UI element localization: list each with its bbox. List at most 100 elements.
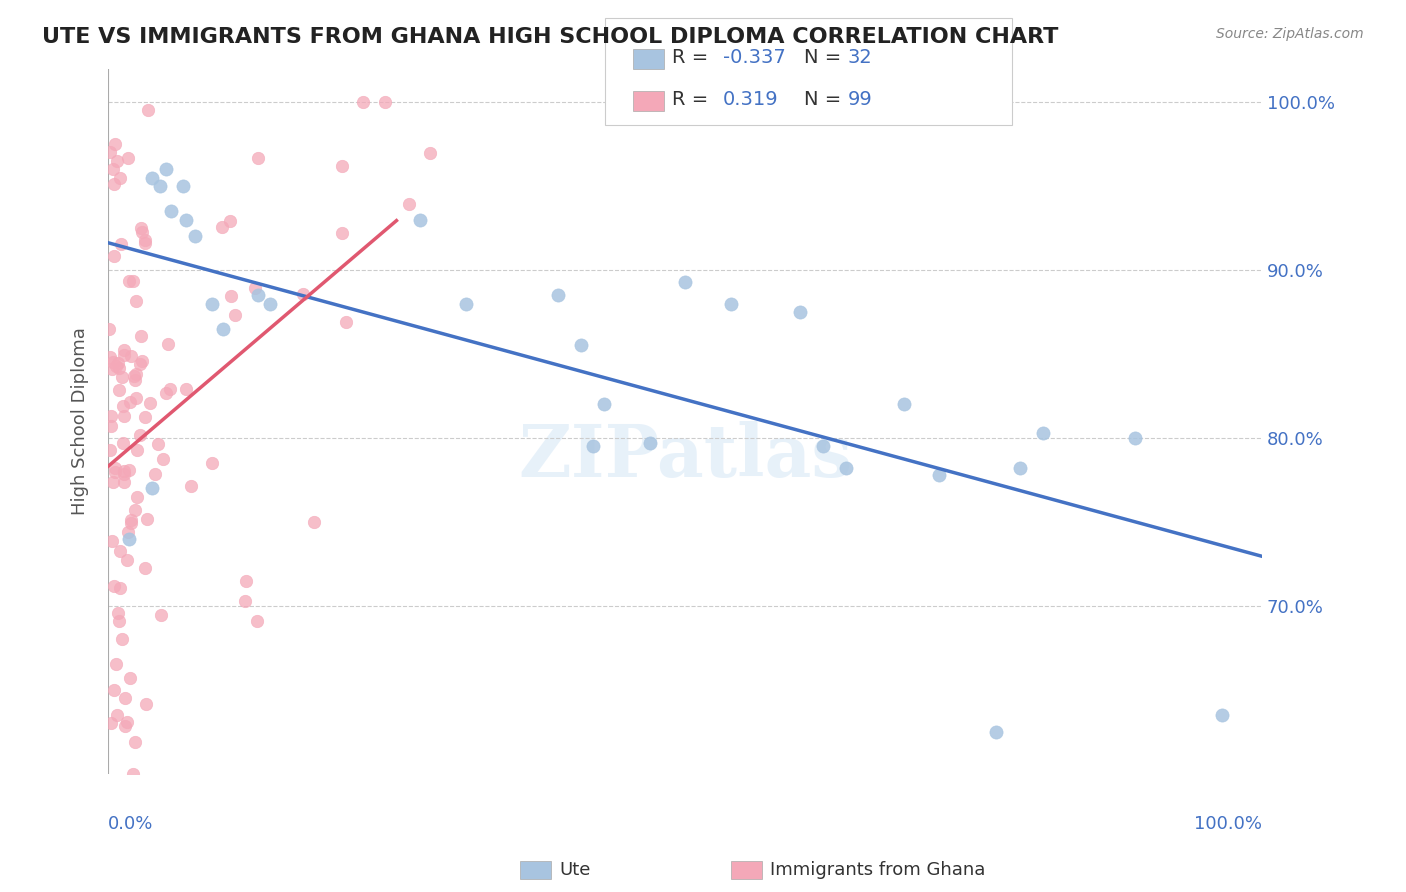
Point <box>112 467 135 481</box>
Point <box>115 553 138 567</box>
Point <box>335 316 357 330</box>
Point <box>112 400 135 414</box>
Point <box>143 467 166 482</box>
Point <box>673 275 696 289</box>
Point <box>105 153 128 168</box>
Point <box>120 513 142 527</box>
Point <box>108 544 131 558</box>
Point <box>134 560 156 574</box>
Point <box>101 475 124 490</box>
Point <box>172 179 194 194</box>
Point <box>157 337 180 351</box>
Point <box>212 321 235 335</box>
Point <box>111 632 134 647</box>
Point <box>117 525 139 540</box>
Point <box>107 606 129 620</box>
Point <box>813 439 835 453</box>
Point <box>124 373 146 387</box>
Point <box>100 350 122 364</box>
Point <box>219 213 242 227</box>
Point <box>122 369 145 384</box>
Point <box>108 170 131 185</box>
Point <box>103 177 125 191</box>
Point <box>105 657 128 672</box>
Point <box>104 465 127 479</box>
Point <box>98 145 121 160</box>
Point <box>100 409 122 423</box>
Text: Ute: Ute <box>560 861 591 879</box>
Point <box>103 579 125 593</box>
Point <box>125 367 148 381</box>
Point <box>100 419 122 434</box>
Point <box>107 800 129 814</box>
Point <box>141 481 163 495</box>
Point <box>211 219 233 234</box>
Point <box>115 715 138 730</box>
Point <box>112 409 135 424</box>
Point <box>105 800 128 814</box>
Point <box>129 358 152 372</box>
Point <box>112 475 135 489</box>
Point <box>118 274 141 288</box>
Point <box>224 308 246 322</box>
Point <box>835 461 858 475</box>
Point <box>893 397 915 411</box>
Point <box>330 226 353 240</box>
Point <box>129 221 152 235</box>
Point <box>131 225 153 239</box>
Text: 100.0%: 100.0% <box>1194 815 1263 833</box>
Text: N =: N = <box>804 48 848 68</box>
Point <box>219 288 242 302</box>
Point <box>118 532 141 546</box>
Point <box>150 607 173 622</box>
Point <box>104 460 127 475</box>
Point <box>112 343 135 357</box>
Point <box>118 394 141 409</box>
Point <box>107 614 129 628</box>
Point <box>640 435 662 450</box>
Point <box>112 348 135 362</box>
Point <box>129 428 152 442</box>
Point <box>125 443 148 458</box>
Point <box>117 463 139 477</box>
Point <box>174 383 197 397</box>
Point <box>1211 707 1233 722</box>
Point <box>352 95 374 109</box>
Point <box>582 439 605 453</box>
Point <box>134 409 156 424</box>
Point <box>105 707 128 722</box>
Text: 99: 99 <box>848 90 873 110</box>
Point <box>374 95 396 109</box>
Point <box>118 671 141 685</box>
Point <box>160 204 183 219</box>
Point <box>124 735 146 749</box>
Point <box>100 362 122 376</box>
Point <box>138 103 160 118</box>
Point <box>135 512 157 526</box>
Text: 0.319: 0.319 <box>723 90 779 110</box>
Point <box>330 159 353 173</box>
Point <box>246 288 269 302</box>
Text: -0.337: -0.337 <box>723 48 786 68</box>
Text: R =: R = <box>672 90 714 110</box>
Text: N =: N = <box>804 90 848 110</box>
Point <box>129 329 152 343</box>
Point <box>789 305 811 319</box>
Point <box>134 235 156 250</box>
Point <box>108 581 131 595</box>
Point <box>125 293 148 308</box>
Point <box>138 396 160 410</box>
Point <box>110 237 132 252</box>
Point <box>246 152 269 166</box>
Point <box>105 359 128 374</box>
Point <box>100 716 122 731</box>
Point <box>111 369 134 384</box>
Point <box>108 360 131 375</box>
Point <box>593 397 616 411</box>
Point <box>111 436 134 450</box>
Point <box>201 456 224 470</box>
Point <box>101 355 124 369</box>
Point <box>103 249 125 263</box>
Point <box>547 288 569 302</box>
Point <box>291 287 314 301</box>
